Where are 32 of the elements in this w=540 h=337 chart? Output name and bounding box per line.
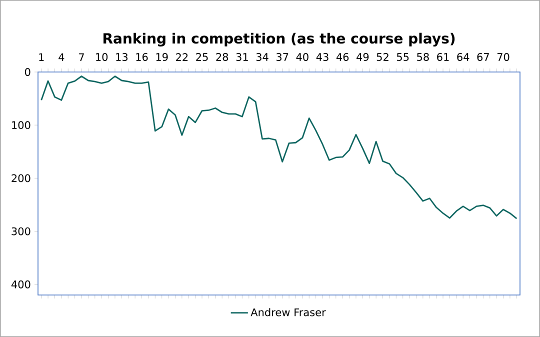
- y-tick-label: 300: [12, 227, 30, 236]
- x-tick-label: 16: [136, 53, 148, 61]
- y-tick-label: 400: [11, 280, 30, 288]
- x-tick-label: 52: [376, 53, 388, 61]
- chart-title: Ranking in competition (as the course plays): [104, 32, 455, 46]
- x-tick-label: 49: [356, 53, 369, 61]
- x-tick-label: 61: [437, 53, 449, 61]
- x-tick-label: 13: [116, 53, 128, 61]
- x-tick-label: 31: [236, 53, 248, 61]
- x-tick-label: 37: [276, 53, 288, 61]
- x-tick-label: 25: [196, 53, 208, 61]
- x-tick-label: 34: [256, 53, 268, 61]
- x-tick-label: 58: [417, 53, 429, 61]
- x-tick-label: 46: [336, 53, 349, 61]
- x-tick-label: 7: [79, 53, 84, 61]
- x-tick-label: 19: [156, 53, 168, 61]
- y-tick-label: 100: [12, 121, 30, 130]
- y-tick-label: 0: [24, 68, 30, 76]
- x-tick-label: 55: [396, 53, 409, 61]
- x-tick-label: 70: [497, 53, 510, 61]
- x-tick-label: 67: [477, 53, 489, 61]
- legend-label: Andrew Fraser: [250, 308, 326, 316]
- x-tick-label: 4: [58, 53, 64, 61]
- line-series: [40, 76, 518, 220]
- x-tick-label: 22: [176, 53, 188, 61]
- x-tick-label: 43: [316, 53, 328, 61]
- x-tick-label: 40: [296, 53, 308, 61]
- x-tick-label: 10: [96, 53, 108, 61]
- x-tick-label: 64: [457, 53, 470, 61]
- x-tick-label: 1: [39, 53, 44, 61]
- y-tick-label: 200: [12, 174, 30, 182]
- x-tick-label: 28: [216, 53, 228, 61]
